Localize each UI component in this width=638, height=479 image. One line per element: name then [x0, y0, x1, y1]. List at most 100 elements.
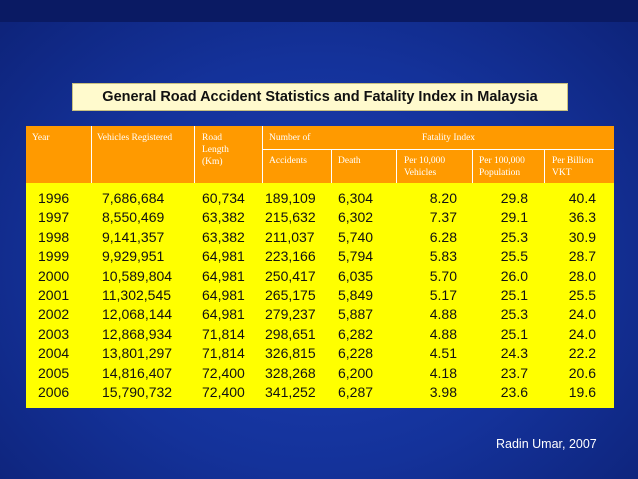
cell-vehicles: 11,302,545: [102, 286, 172, 303]
cell-year: 1999: [38, 248, 70, 265]
cell-road-length: 71,814: [202, 345, 245, 362]
header-divider: [194, 126, 195, 183]
cell-per-100000: 29.8: [500, 190, 528, 206]
table-row: 2004 13,801,297 71,814 326,815 6,228 4.51 24.3…: [26, 345, 614, 364]
cell-road-length: 63,382: [202, 228, 245, 245]
header-vehicles-registered: Vehicles Registered: [97, 133, 173, 143]
cell-vehicles: 9,141,357: [102, 228, 165, 245]
cell-per-billion-vkt: 40.4: [568, 190, 596, 206]
cell-per-10000: 8.20: [429, 190, 457, 206]
cell-death: 6,282: [338, 325, 374, 342]
header-per-100000-population: Per 100,000 Population: [479, 156, 525, 178]
cell-vehicles: 15,790,732: [102, 383, 173, 400]
header-accidents: Accidents: [269, 156, 307, 166]
cell-year: 2006: [38, 383, 70, 400]
cell-year: 2004: [38, 345, 70, 362]
cell-per-10000: 5.17: [429, 286, 457, 303]
table-row: 2001 11,302,545 64,981 265,175 5,849 5.17 25.1…: [26, 287, 614, 306]
cell-road-length: 71,814: [202, 325, 245, 342]
cell-accidents: 298,651: [265, 325, 316, 342]
table-row: 2002 12,068,144 64,981 279,237 5,887 4.88 25.3…: [26, 306, 614, 325]
header-year: Year: [32, 133, 50, 143]
cell-accidents: 250,417: [265, 267, 316, 284]
cell-year: 2005: [38, 364, 70, 381]
cell-per-billion-vkt: 19.6: [568, 383, 596, 400]
cell-death: 6,035: [338, 267, 374, 284]
cell-road-length: 72,400: [202, 364, 245, 381]
cell-per-100000: 23.6: [500, 383, 528, 400]
cell-per-100000: 29.1: [500, 209, 528, 226]
header-number-of: Number of: [269, 133, 311, 143]
cell-per-10000: 3.98: [429, 383, 457, 400]
cell-per-100000: 25.3: [500, 228, 528, 245]
cell-death: 5,887: [338, 306, 374, 323]
cell-road-length: 64,981: [202, 267, 245, 284]
cell-per-10000: 6.28: [429, 228, 457, 245]
table-row: 1997 8,550,469 63,382 215,632 6,302 7.37 29.1 3…: [26, 209, 614, 228]
table-row: 2006 15,790,732 72,400 341,252 6,287 3.98 23.6…: [26, 384, 614, 403]
cell-vehicles: 9,929,951: [102, 248, 165, 265]
table-row: 1999 9,929,951 64,981 223,166 5,794 5.83 25.5 2…: [26, 248, 614, 267]
header-fatality-index: Fatality Index: [422, 133, 476, 143]
cell-accidents: 341,252: [265, 383, 316, 400]
cell-accidents: 328,268: [265, 364, 316, 381]
header-divider: [262, 149, 614, 150]
cell-road-length: 64,981: [202, 286, 245, 303]
cell-road-length: 64,981: [202, 306, 245, 323]
cell-death: 6,228: [338, 345, 374, 362]
statistics-table: Year Vehicles Registered Road Length (Km…: [26, 126, 614, 408]
cell-year: 2000: [38, 267, 70, 284]
cell-per-billion-vkt: 28.0: [568, 267, 596, 284]
cell-death: 6,287: [338, 383, 374, 400]
cell-road-length: 72,400: [202, 383, 245, 400]
cell-year: 2002: [38, 306, 70, 323]
cell-death: 5,740: [338, 228, 374, 245]
header-divider: [396, 149, 397, 183]
cell-per-100000: 26.0: [500, 267, 528, 284]
header-divider: [544, 149, 545, 183]
cell-road-length: 63,382: [202, 209, 245, 226]
cell-per-10000: 5.70: [429, 267, 457, 284]
header-per-billion-vkt: Per Billion VKT: [552, 156, 594, 178]
cell-death: 6,304: [338, 190, 374, 206]
cell-per-billion-vkt: 30.9: [568, 228, 596, 245]
slide-top-bar: [0, 0, 638, 22]
header-divider: [331, 149, 332, 183]
cell-per-100000: 25.3: [500, 306, 528, 323]
cell-vehicles: 14,816,407: [102, 364, 173, 381]
cell-vehicles: 12,068,144: [102, 306, 173, 323]
cell-year: 1997: [38, 209, 70, 226]
cell-per-100000: 23.7: [500, 364, 528, 381]
cell-vehicles: 13,801,297: [102, 345, 173, 362]
table-row: 2003 12,868,934 71,814 298,651 6,282 4.88 25.1…: [26, 326, 614, 345]
cell-vehicles: 10,589,804: [102, 267, 173, 284]
header-road-length: Road Length (Km): [202, 133, 229, 167]
cell-death: 6,200: [338, 364, 374, 381]
cell-per-10000: 4.88: [429, 306, 457, 323]
cell-accidents: 326,815: [265, 345, 316, 362]
cell-per-10000: 4.51: [429, 345, 457, 362]
table-row: 2005 14,816,407 72,400 328,268 6,200 4.18 23.7…: [26, 365, 614, 384]
cell-death: 6,302: [338, 209, 374, 226]
cell-death: 5,849: [338, 286, 374, 303]
cell-per-10000: 5.83: [429, 248, 457, 265]
cell-accidents: 215,632: [265, 209, 316, 226]
cell-year: 2001: [38, 286, 70, 303]
cell-per-billion-vkt: 28.7: [568, 248, 596, 265]
table-header: Year Vehicles Registered Road Length (Km…: [26, 126, 614, 183]
cell-per-billion-vkt: 25.5: [568, 286, 596, 303]
slide-title: General Road Accident Statistics and Fat…: [72, 83, 568, 111]
cell-per-10000: 4.88: [429, 325, 457, 342]
cell-vehicles: 7,686,684: [102, 190, 165, 206]
cell-per-10000: 7.37: [429, 209, 457, 226]
table-row: 2000 10,589,804 64,981 250,417 6,035 5.70 26.0…: [26, 268, 614, 287]
cell-vehicles: 8,550,469: [102, 209, 165, 226]
cell-death: 5,794: [338, 248, 374, 265]
cell-accidents: 265,175: [265, 286, 316, 303]
cell-year: 1998: [38, 228, 70, 245]
cell-accidents: 211,037: [265, 228, 315, 245]
table-body: 1996 7,686,684 60,734 189,109 6,304 8.20 29.8 4…: [26, 190, 614, 403]
cell-per-100000: 25.1: [500, 325, 528, 342]
cell-accidents: 189,109: [265, 190, 316, 206]
cell-per-10000: 4.18: [429, 364, 457, 381]
